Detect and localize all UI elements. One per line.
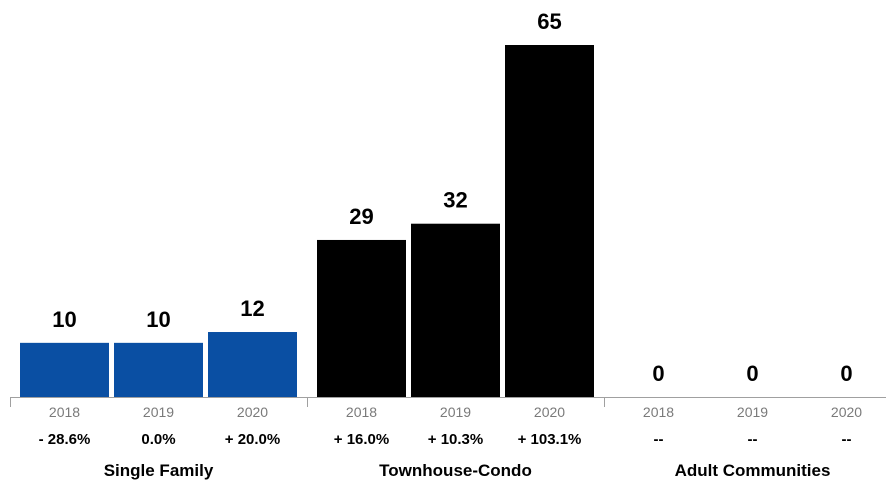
percent-change-label: + 10.3% — [428, 431, 483, 448]
percent-change-label: 0.0% — [141, 431, 175, 448]
year-tick-label: 2019 — [737, 404, 768, 420]
bar — [114, 342, 203, 397]
year-tick-label: 2020 — [237, 404, 268, 420]
percent-change-label: + 20.0% — [225, 431, 280, 448]
percent-change-label: + 16.0% — [334, 431, 389, 448]
bar-value-label: 32 — [443, 188, 467, 213]
bar-value-label: 10 — [146, 307, 170, 332]
percent-change-label: - 28.6% — [39, 431, 91, 448]
bars-layer — [20, 45, 594, 397]
bar-value-label: 29 — [349, 204, 373, 229]
bar-value-label: 0 — [840, 361, 852, 386]
bar-value-label: 12 — [240, 296, 264, 321]
year-tick-label: 2020 — [831, 404, 862, 420]
year-tick-label: 2018 — [643, 404, 674, 420]
bar — [20, 342, 109, 397]
percent-change-label: -- — [654, 431, 664, 448]
bar-value-label: 0 — [746, 361, 758, 386]
bar-value-label: 10 — [52, 307, 76, 332]
year-tick-label: 2019 — [440, 404, 471, 420]
group-category-label: Adult Communities — [675, 461, 831, 480]
axis-layer — [10, 397, 886, 407]
bar-value-label: 65 — [537, 9, 561, 34]
bar — [208, 332, 297, 397]
bar — [411, 223, 500, 397]
bar-value-label: 0 — [652, 361, 664, 386]
bar — [317, 239, 406, 397]
group-category-label: Single Family — [104, 461, 214, 480]
year-tick-label: 2018 — [346, 404, 377, 420]
percent-change-label: -- — [842, 431, 852, 448]
percent-change-label: -- — [748, 431, 758, 448]
year-tick-label: 2020 — [534, 404, 565, 420]
group-category-label: Townhouse-Condo — [379, 461, 532, 480]
year-tick-label: 2018 — [49, 404, 80, 420]
percent-change-label: + 103.1% — [518, 431, 582, 448]
labels-layer: 10 2018 - 28.6% 10 2019 0.0% 12 2020 + 20.0% Sing… — [39, 9, 863, 480]
bar — [505, 45, 594, 397]
year-tick-label: 2019 — [143, 404, 174, 420]
